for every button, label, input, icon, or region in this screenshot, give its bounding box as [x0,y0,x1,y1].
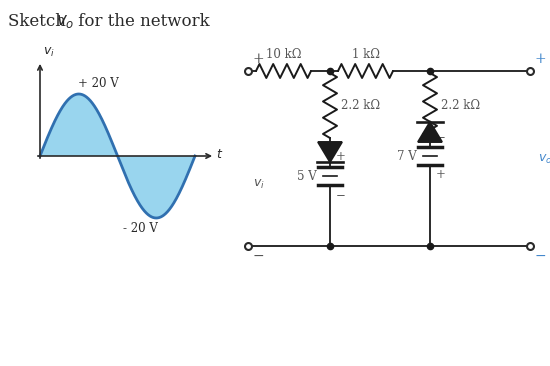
Text: 2.2 kΩ: 2.2 kΩ [341,99,380,112]
Text: −: − [336,188,346,201]
Text: 1 kΩ: 1 kΩ [351,48,379,61]
Text: 10 kΩ: 10 kΩ [266,48,301,61]
Text: $v_i$: $v_i$ [43,46,55,59]
Text: +: + [253,52,265,66]
Polygon shape [318,142,342,162]
Text: −: − [253,249,265,263]
Text: for the network: for the network [73,13,210,30]
Text: + 20 V: + 20 V [78,77,119,90]
Text: +: + [535,52,547,66]
Text: +: + [436,168,446,181]
Text: Sketch: Sketch [8,13,71,30]
Text: - 20 V: - 20 V [123,222,158,235]
Text: −: − [436,130,446,143]
Text: 7 V: 7 V [397,149,417,163]
Text: −: − [535,249,547,263]
Text: $v_i$: $v_i$ [253,178,265,191]
Text: +: + [336,150,346,163]
Text: $t$: $t$ [216,149,223,161]
Polygon shape [118,156,195,218]
Polygon shape [418,122,442,142]
Text: 5 V: 5 V [297,169,317,183]
Text: $v_o$: $v_o$ [56,13,74,30]
Text: $v_o$: $v_o$ [538,153,550,166]
Polygon shape [40,94,118,156]
Text: 2.2 kΩ: 2.2 kΩ [441,99,480,112]
